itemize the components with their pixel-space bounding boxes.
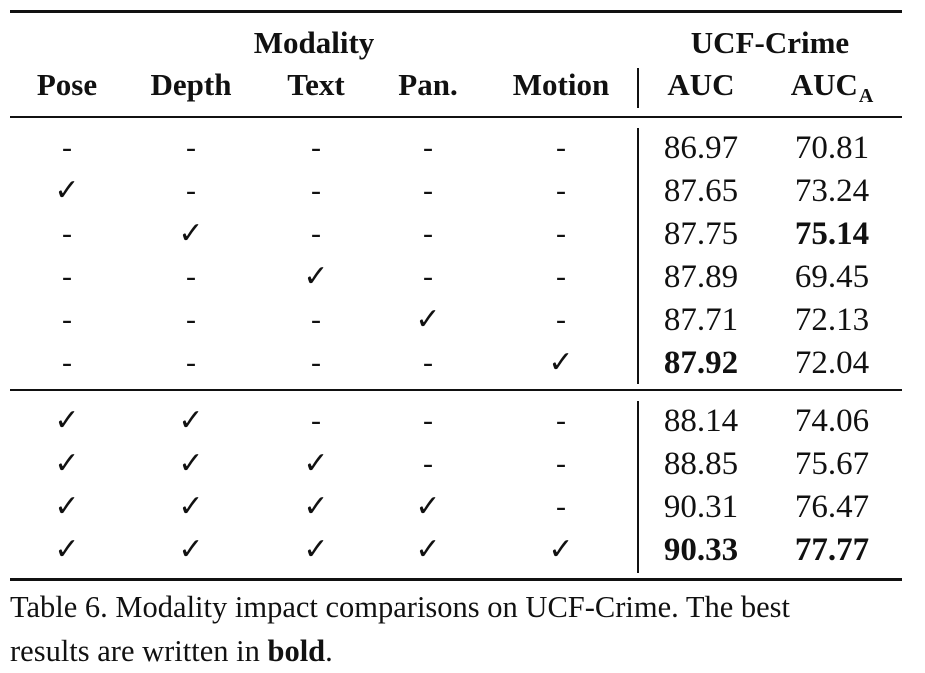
auc-a-value: 73.24 xyxy=(794,173,870,209)
auc-value: 87.89 xyxy=(663,259,739,295)
dash-pan: - xyxy=(423,346,433,379)
caption-line-2-prefix: results are written in xyxy=(10,634,268,668)
dash-depth: - xyxy=(186,303,196,336)
dash-motion: - xyxy=(556,490,566,523)
header-column-separator xyxy=(637,68,639,108)
column-header-pose: Pose xyxy=(36,67,98,102)
check-icon-pose: ✓ xyxy=(54,404,80,437)
dash-depth: - xyxy=(186,346,196,379)
auc-value: 88.85 xyxy=(663,446,739,482)
table-top-rule xyxy=(10,10,902,13)
dash-pose: - xyxy=(62,217,72,250)
column-header-auc: AUC xyxy=(667,67,735,102)
check-icon-pan: ✓ xyxy=(415,490,441,523)
auc-value: 90.33 xyxy=(663,532,739,568)
auc-a-value: 76.47 xyxy=(794,489,870,525)
check-icon-pose: ✓ xyxy=(54,174,80,207)
column-header-text: Text xyxy=(287,67,345,102)
dash-text: - xyxy=(311,131,321,164)
group2-column-separator xyxy=(637,401,639,573)
dash-motion: - xyxy=(556,447,566,480)
dash-text: - xyxy=(311,217,321,250)
auc-value: 87.75 xyxy=(663,216,739,252)
column-header-depth: Depth xyxy=(150,67,232,102)
column-header-auc-a-base: AUC xyxy=(790,67,858,102)
column-header-pan: Pan. xyxy=(398,67,458,102)
dash-motion: - xyxy=(556,303,566,336)
caption-bold-word: bold xyxy=(267,634,326,668)
caption-line-1: Table 6. Modality impact comparisons on … xyxy=(10,590,791,624)
check-icon-text: ✓ xyxy=(303,447,329,480)
check-icon-depth: ✓ xyxy=(178,217,204,250)
column-header-auc-a: AUCA xyxy=(772,65,892,107)
dash-pan: - xyxy=(423,404,433,437)
dash-text: - xyxy=(311,346,321,379)
dash-pan: - xyxy=(423,447,433,480)
auc-value: 86.97 xyxy=(663,130,739,166)
table-caption: Table 6. Modality impact comparisons on … xyxy=(10,585,922,673)
auc-value: 87.65 xyxy=(663,173,739,209)
auc-value: 87.71 xyxy=(663,302,739,338)
auc-a-value: 72.13 xyxy=(794,302,870,338)
dash-pan: - xyxy=(423,174,433,207)
dash-motion: - xyxy=(556,131,566,164)
check-icon-depth: ✓ xyxy=(178,447,204,480)
dash-pan: - xyxy=(423,260,433,293)
check-icon-text: ✓ xyxy=(303,533,329,566)
dash-pan: - xyxy=(423,217,433,250)
dataset-group-header: UCF-Crime xyxy=(690,25,850,60)
check-icon-depth: ✓ xyxy=(178,404,204,437)
table-bottom-rule xyxy=(10,578,902,581)
dash-motion: - xyxy=(556,404,566,437)
group1-column-separator xyxy=(637,128,639,384)
caption-line-2: results are written in bold. xyxy=(10,629,922,673)
check-icon-depth: ✓ xyxy=(178,490,204,523)
dash-pose: - xyxy=(62,260,72,293)
column-header-motion: Motion xyxy=(512,67,610,102)
header-bottom-rule xyxy=(10,116,902,118)
dash-text: - xyxy=(311,174,321,207)
auc-a-value: 70.81 xyxy=(794,130,870,166)
dash-pan: - xyxy=(423,131,433,164)
check-icon-pan: ✓ xyxy=(415,303,441,336)
auc-value: 88.14 xyxy=(663,403,739,439)
auc-value: 87.92 xyxy=(663,345,739,381)
dash-motion: - xyxy=(556,174,566,207)
dash-text: - xyxy=(311,303,321,336)
check-icon-pan: ✓ xyxy=(415,533,441,566)
check-icon-depth: ✓ xyxy=(178,533,204,566)
check-icon-text: ✓ xyxy=(303,260,329,293)
dash-motion: - xyxy=(556,217,566,250)
check-icon-pose: ✓ xyxy=(54,447,80,480)
group-divider-rule xyxy=(10,389,902,391)
dash-pose: - xyxy=(62,303,72,336)
auc-a-value: 69.45 xyxy=(794,259,870,295)
auc-a-value: 74.06 xyxy=(794,403,870,439)
dash-depth: - xyxy=(186,131,196,164)
modality-group-header: Modality xyxy=(253,25,375,60)
dash-pose: - xyxy=(62,346,72,379)
auc-a-value: 77.77 xyxy=(794,532,870,568)
auc-value: 90.31 xyxy=(663,489,739,525)
check-icon-text: ✓ xyxy=(303,490,329,523)
dash-depth: - xyxy=(186,260,196,293)
auc-a-value: 72.04 xyxy=(794,345,870,381)
auc-a-value: 75.67 xyxy=(794,446,870,482)
caption-line-2-suffix: . xyxy=(325,634,333,668)
dash-motion: - xyxy=(556,260,566,293)
dash-pose: - xyxy=(62,131,72,164)
dash-text: - xyxy=(311,404,321,437)
check-icon-motion: ✓ xyxy=(548,533,574,566)
check-icon-pose: ✓ xyxy=(54,533,80,566)
dash-depth: - xyxy=(186,174,196,207)
check-icon-motion: ✓ xyxy=(548,346,574,379)
column-header-auc-a-subscript: A xyxy=(858,85,874,107)
auc-a-value: 75.14 xyxy=(794,216,870,252)
check-icon-pose: ✓ xyxy=(54,490,80,523)
